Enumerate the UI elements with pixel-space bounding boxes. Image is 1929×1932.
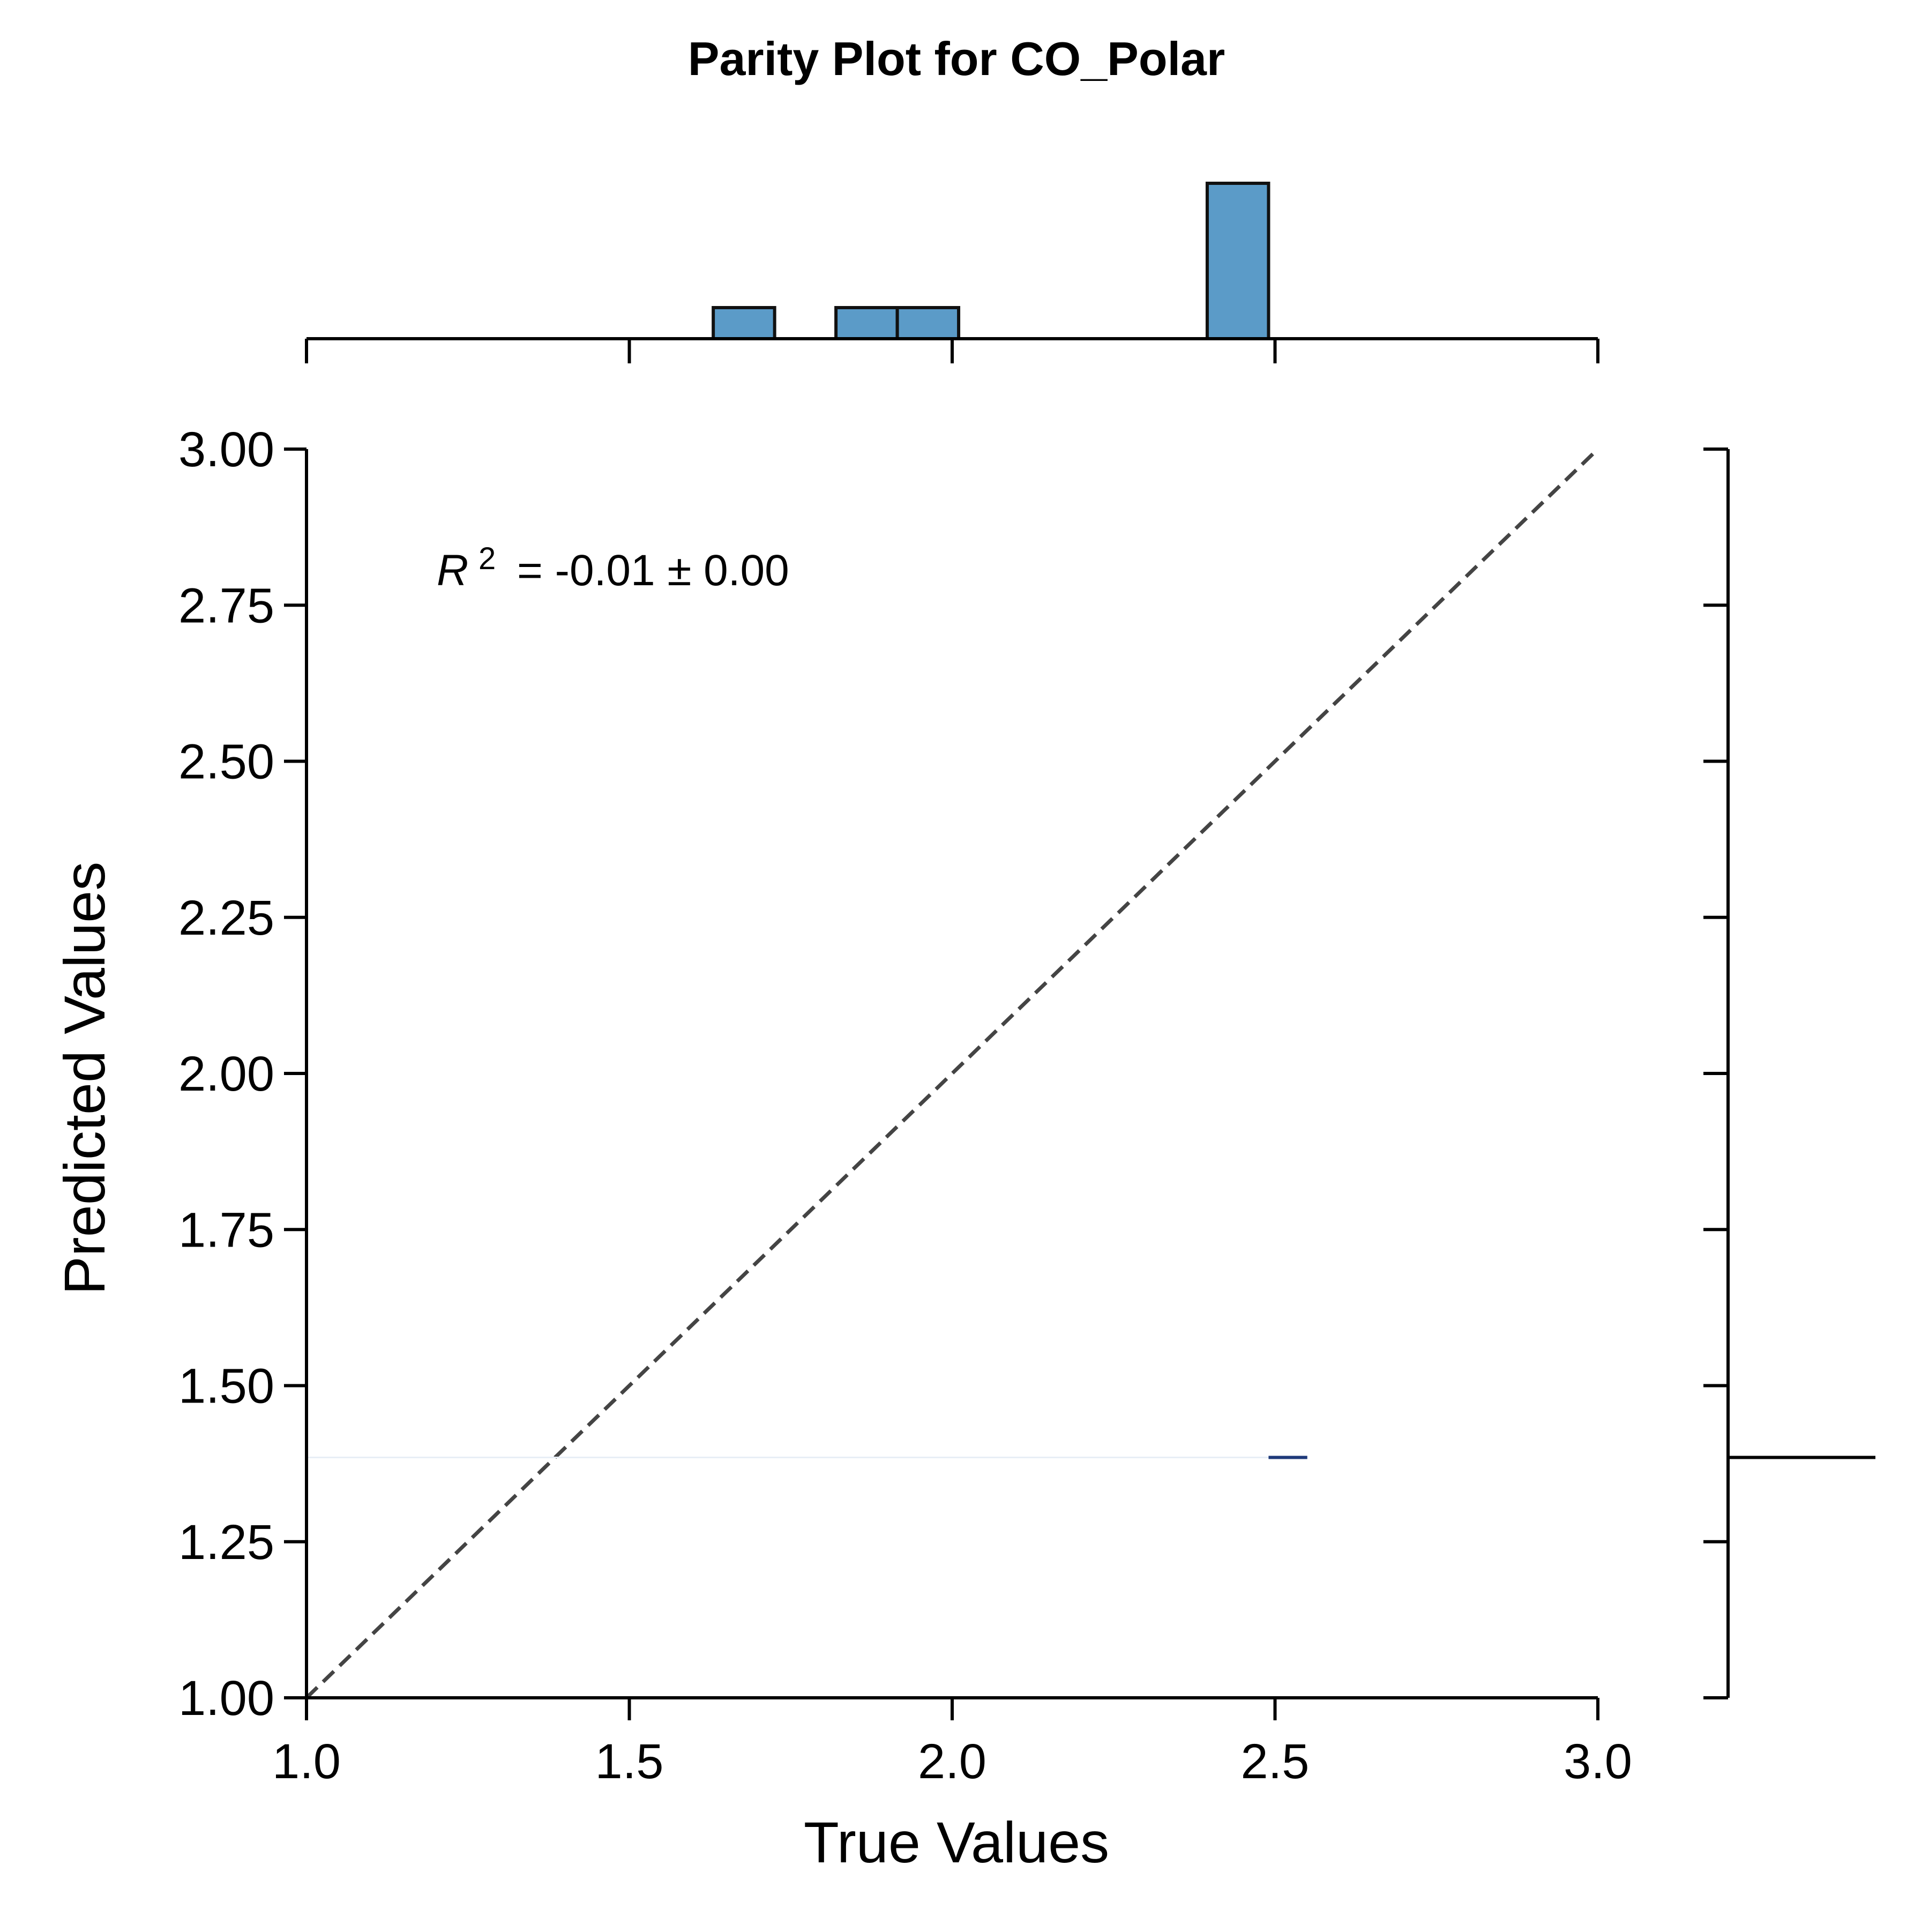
y-tick-label: 2.25 <box>178 891 274 945</box>
y-tick-label: 2.50 <box>178 735 274 789</box>
histogram-bar <box>1205 182 1270 340</box>
y-tick-label: 2.75 <box>178 578 274 633</box>
histogram-bar <box>834 306 899 340</box>
x-tick-label: 3.0 <box>1564 1734 1632 1789</box>
y-tick-label: 2.00 <box>178 1047 274 1101</box>
y-tick-label: 1.00 <box>178 1671 274 1726</box>
annotation-r-symbol: R <box>437 546 468 595</box>
y-axis-label: Predicted Values <box>52 862 117 1295</box>
r2-annotation: = -0.01 ± 0.00 <box>517 546 789 595</box>
main-axes: 1.0 1.5 2.0 2.5 3.0 1.00 1.25 1.50 1.75 2.00 2.25 2… <box>178 422 1632 1789</box>
top-marginal-axis <box>305 337 1599 363</box>
chart-title: Parity Plot for CO_Polar <box>688 32 1225 85</box>
x-tick-label: 2.0 <box>918 1734 986 1789</box>
parity-line <box>305 447 1599 1699</box>
top-marginal-histogram <box>712 182 1270 340</box>
y-tick-label: 1.75 <box>178 1203 274 1257</box>
histogram-bar <box>712 306 776 340</box>
y-tick-label: 3.00 <box>178 422 274 477</box>
x-tick-label: 1.0 <box>272 1734 341 1789</box>
x-tick-label: 1.5 <box>595 1734 664 1789</box>
y-tick-label: 1.50 <box>178 1359 274 1414</box>
histogram-bar <box>895 306 961 340</box>
main-plot-area <box>305 447 1599 1699</box>
y-tick-label: 1.25 <box>178 1515 274 1570</box>
annotation-r-superscript: 2 <box>478 541 496 576</box>
right-marginal-panel <box>1703 447 1875 1699</box>
x-tick-label: 2.5 <box>1241 1734 1310 1789</box>
x-axis-label: True Values <box>804 1810 1109 1875</box>
